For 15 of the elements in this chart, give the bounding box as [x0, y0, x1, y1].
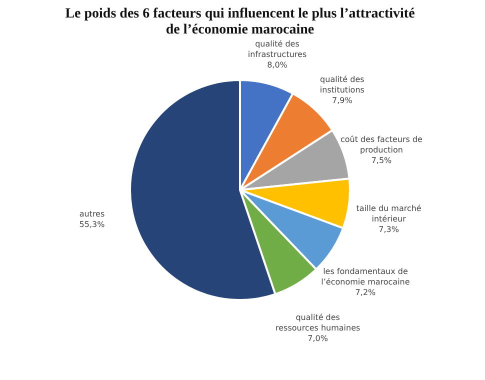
chart-title: Le poids des 6 facteurs qui influencent le plus l’attractivité de l’économie marocaine: [65, 6, 415, 38]
data-label: 7,3%: [378, 224, 400, 234]
data-label: 7,0%: [308, 334, 328, 344]
slice-label: les fondamentaux de l’économie marocaine: [321, 267, 410, 287]
slice-label: autres: [79, 209, 105, 218]
slice-label: taille du marché intérieur: [356, 204, 422, 224]
data-label: 7,9%: [332, 96, 353, 106]
data-label: 55,3%: [79, 220, 106, 229]
slice-label: qualité des ressources humaines: [275, 313, 360, 333]
data-label: 8,0%: [267, 60, 288, 70]
slice-label: qualité des institutions: [320, 75, 364, 95]
slice-label: qualité des infrastructures: [248, 40, 307, 60]
data-label: 7,2%: [355, 288, 376, 298]
slice-label: coût des facteurs de production: [340, 135, 423, 155]
data-label: 7,5%: [371, 156, 392, 166]
